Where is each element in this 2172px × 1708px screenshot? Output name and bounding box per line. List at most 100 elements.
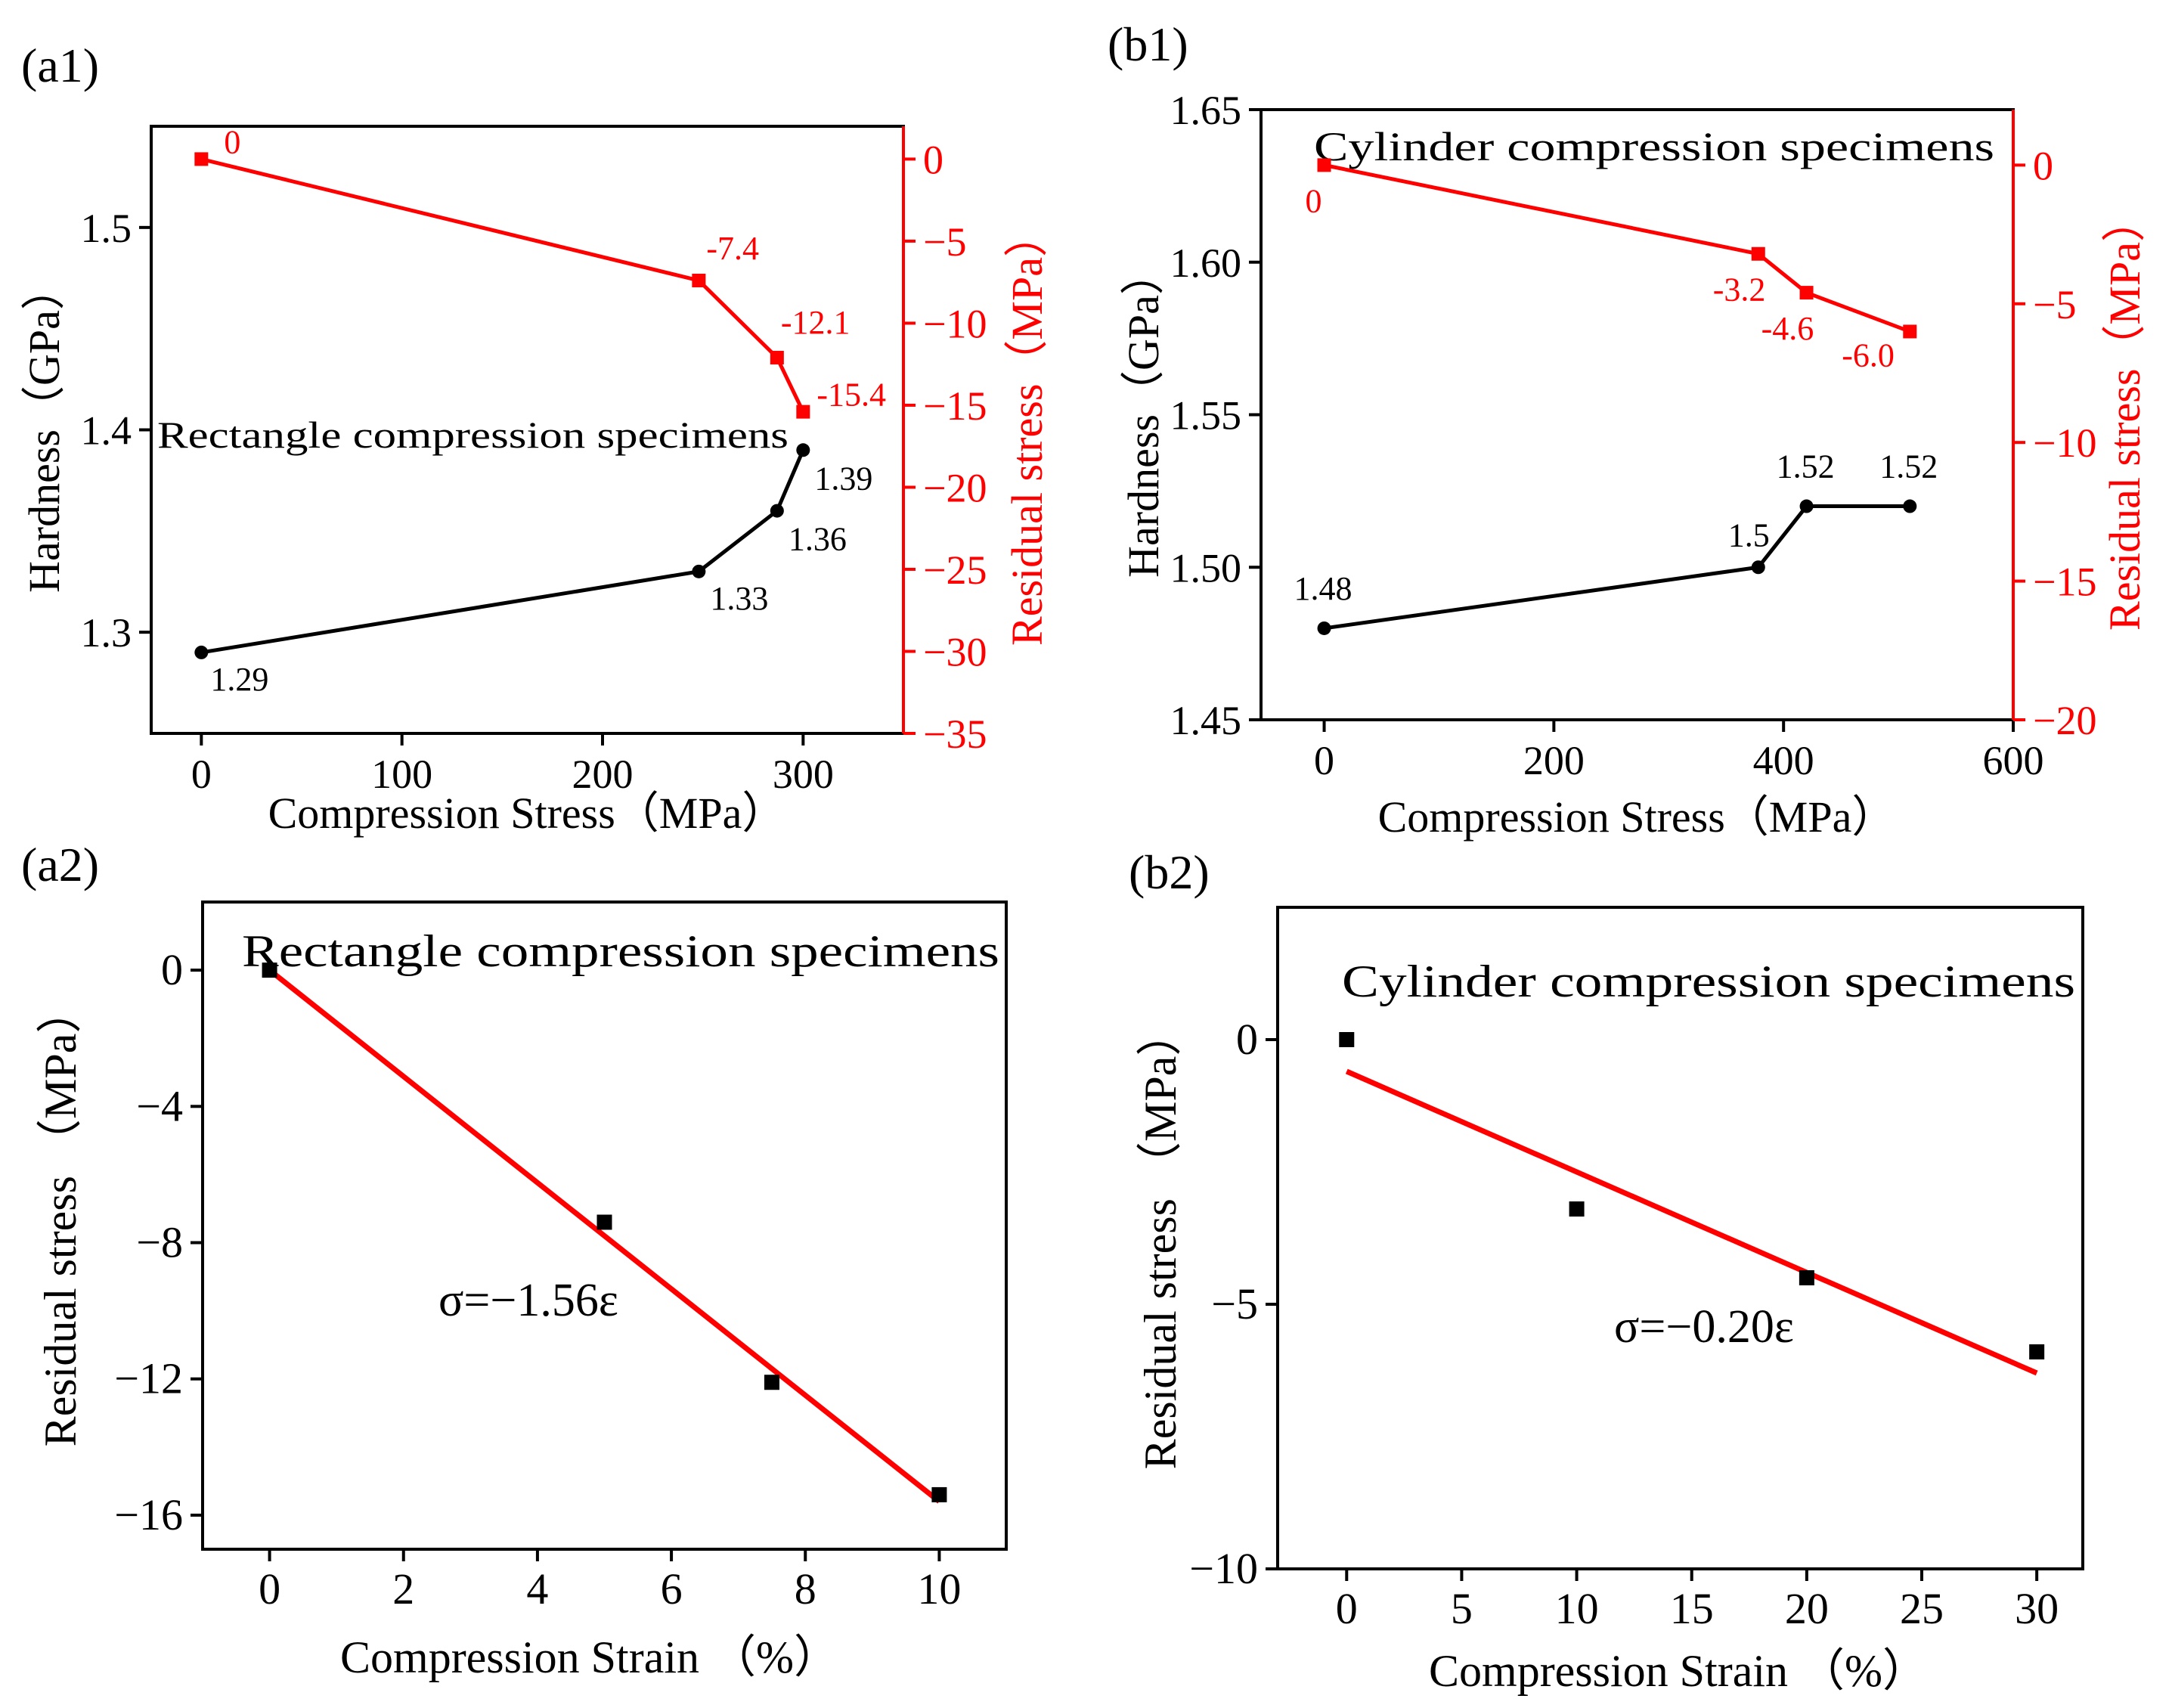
x-tick-label-a1-0: 0	[191, 752, 212, 797]
y2-tick-label-a1-4: −20	[923, 465, 987, 510]
fit-line-segment-a2	[268, 968, 941, 1504]
point-label-b1-right-3: -6.0	[1842, 336, 1895, 374]
plot-frame-b1	[1260, 108, 2015, 721]
data-points-b2	[1339, 1032, 2045, 1359]
annotation-b1: Cylinder compression specimens	[1314, 124, 1994, 169]
point-label-a1-right-3: -15.4	[816, 377, 886, 414]
marker-a1-left-1	[692, 564, 706, 578]
x-ticks-b2: 0 5 10 15 20 25 30	[1336, 1569, 2059, 1633]
y-tick-label-b1-0: 1.45	[1170, 698, 1242, 743]
data-point-b2-2	[1799, 1270, 1814, 1285]
y-axis-label-b1: Hardness（GPa）	[1119, 251, 1168, 578]
y-ticks-a2: 0 −4 −8 −12 −16	[114, 945, 203, 1539]
fit-line-a2	[268, 968, 941, 1504]
y-tick-label-b2-1: −5	[1211, 1279, 1258, 1328]
y-tick-label-a1-1: 1.4	[81, 408, 132, 454]
point-label-b1-left-1: 1.5	[1728, 516, 1770, 553]
x-tick-label-a2-2: 4	[526, 1564, 548, 1613]
marker-b1-right-1	[1751, 246, 1765, 261]
y-tick-label-a2-3: −12	[114, 1354, 183, 1403]
y2-tick-label-a1-1: −5	[923, 219, 966, 265]
point-labels-b1: 1.481.51.52 1.520-3.2-4.6-6.0	[1294, 182, 1938, 607]
data-point-a2-2	[764, 1375, 779, 1390]
panel-label-b1: (b1)	[1108, 17, 1188, 71]
y-tick-label-a1-2: 1.5	[81, 206, 132, 251]
marker-b1-right-2	[1799, 286, 1814, 300]
y-tick-label-a2-4: −16	[114, 1490, 183, 1539]
x-ticks-b1: 0 200 400 600	[1314, 720, 2044, 783]
y2-tick-label-b1-0: 0	[2033, 143, 2053, 188]
y-tick-label-a1-0: 1.3	[81, 610, 132, 656]
marker-a1-right-0	[194, 152, 209, 166]
marker-a1-right-3	[796, 405, 810, 419]
panel-b2: (b2) Cylinder compression specimens σ=−0…	[1129, 845, 2084, 1696]
y-tick-label-b2-0: 0	[1236, 1015, 1258, 1064]
data-point-a2-0	[262, 962, 277, 978]
annotation-a1: Rectangle compression specimens	[157, 414, 789, 456]
y2-tick-label-a1-6: −30	[923, 629, 987, 674]
y2-axis-label-a1: Residual stress（MPa）	[1002, 213, 1052, 646]
series-line-a1-right	[200, 157, 805, 413]
y2-tick-label-a1-7: −35	[923, 711, 987, 757]
marker-b1-left-0	[1317, 621, 1331, 635]
x-tick-label-b2-0: 0	[1336, 1584, 1358, 1633]
data-point-b2-0	[1339, 1032, 1355, 1047]
data-points-a2	[262, 962, 947, 1502]
y2-tick-label-a1-5: −25	[923, 547, 987, 593]
equation-b2: σ=−0.20ε	[1614, 1301, 1794, 1353]
x-ticks-a2: 0 2 4 6 8 10	[259, 1549, 961, 1613]
x-tick-label-a2-5: 10	[917, 1564, 961, 1613]
y-tick-label-a2-1: −4	[136, 1081, 183, 1130]
point-label-b1-right-2: -4.6	[1761, 310, 1814, 347]
y-axis-label-a2: Residual stress （MPa）	[36, 988, 85, 1447]
plot-frame-b2	[1276, 906, 2084, 1570]
x-tick-label-b2-3: 15	[1670, 1584, 1714, 1633]
point-label-b1-right-0: 0	[1306, 182, 1322, 219]
x-tick-label-b1-0: 0	[1314, 738, 1334, 783]
y-tick-label-a2-0: 0	[161, 945, 183, 994]
x-tick-label-b2-4: 20	[1785, 1584, 1829, 1633]
equation-a2: σ=−1.56ε	[438, 1275, 618, 1326]
marker-b1-left-1	[1751, 560, 1765, 575]
series-lines-b1	[1317, 158, 1917, 635]
x-tick-label-a2-3: 6	[661, 1564, 683, 1613]
x-tick-label-b2-1: 5	[1451, 1584, 1473, 1633]
marker-b1-left-2	[1799, 499, 1814, 513]
x-tick-label-a2-0: 0	[259, 1564, 280, 1613]
y-tick-label-b1-2: 1.55	[1170, 393, 1242, 439]
point-label-b1-left-3: 1.52	[1879, 448, 1938, 485]
data-point-a2-3	[931, 1486, 947, 1502]
marker-b1-left-3	[1903, 499, 1917, 513]
series-line-a1-left	[200, 449, 805, 655]
y2-tick-label-b1-4: −20	[2033, 698, 2096, 743]
point-label-a1-right-1: -7.4	[706, 230, 759, 267]
x-axis-label-a1: Compression Stress（MPa）	[268, 789, 786, 838]
point-labels-a1: 1.29 1.33 1.36 1.39 0 -7.4 -12.1 -15.4	[210, 123, 886, 698]
y-tick-label-b1-3: 1.60	[1170, 240, 1242, 286]
data-point-b2-3	[2029, 1344, 2045, 1359]
x-tick-label-a1-3: 300	[773, 752, 834, 797]
x-axis-label-b1: Compression Stress（MPa）	[1378, 792, 1896, 842]
marker-b1-right-3	[1903, 324, 1917, 339]
point-label-b1-right-1: -3.2	[1713, 271, 1766, 308]
panel-label-a1: (a1)	[21, 39, 99, 92]
data-point-b2-1	[1569, 1201, 1585, 1217]
x-tick-label-a2-4: 8	[795, 1564, 816, 1613]
x-ticks-a1: 0 100 200 300	[191, 733, 834, 797]
y-ticks-b1: 1.45 1.50 1.55 1.60 1.65	[1170, 88, 1261, 743]
y2-tick-label-b1-3: −15	[2033, 560, 2096, 605]
panel-a2: (a2) Rectangle compression specimens σ=−…	[21, 838, 1008, 1682]
x-tick-label-a2-1: 2	[392, 1564, 414, 1613]
annotation-b2: Cylinder compression specimens	[1342, 956, 2075, 1006]
x-tick-label-a1-1: 100	[371, 752, 432, 797]
x-tick-label-b2-2: 10	[1555, 1584, 1599, 1633]
y2-ticks-b1: 0 −5 −10 −15 −20	[2013, 143, 2096, 743]
y2-tick-label-b1-2: −10	[2033, 420, 2096, 466]
panel-a1: (a1) Rectangle compression specimens Com…	[20, 39, 1052, 838]
panel-label-b2: (b2)	[1129, 845, 1210, 899]
marker-b1-right-0	[1317, 158, 1331, 172]
fit-line-b2	[1345, 1068, 2038, 1376]
marker-a1-left-2	[770, 504, 784, 518]
marker-a1-right-2	[770, 351, 784, 365]
point-label-b1-left-0: 1.48	[1294, 570, 1352, 607]
